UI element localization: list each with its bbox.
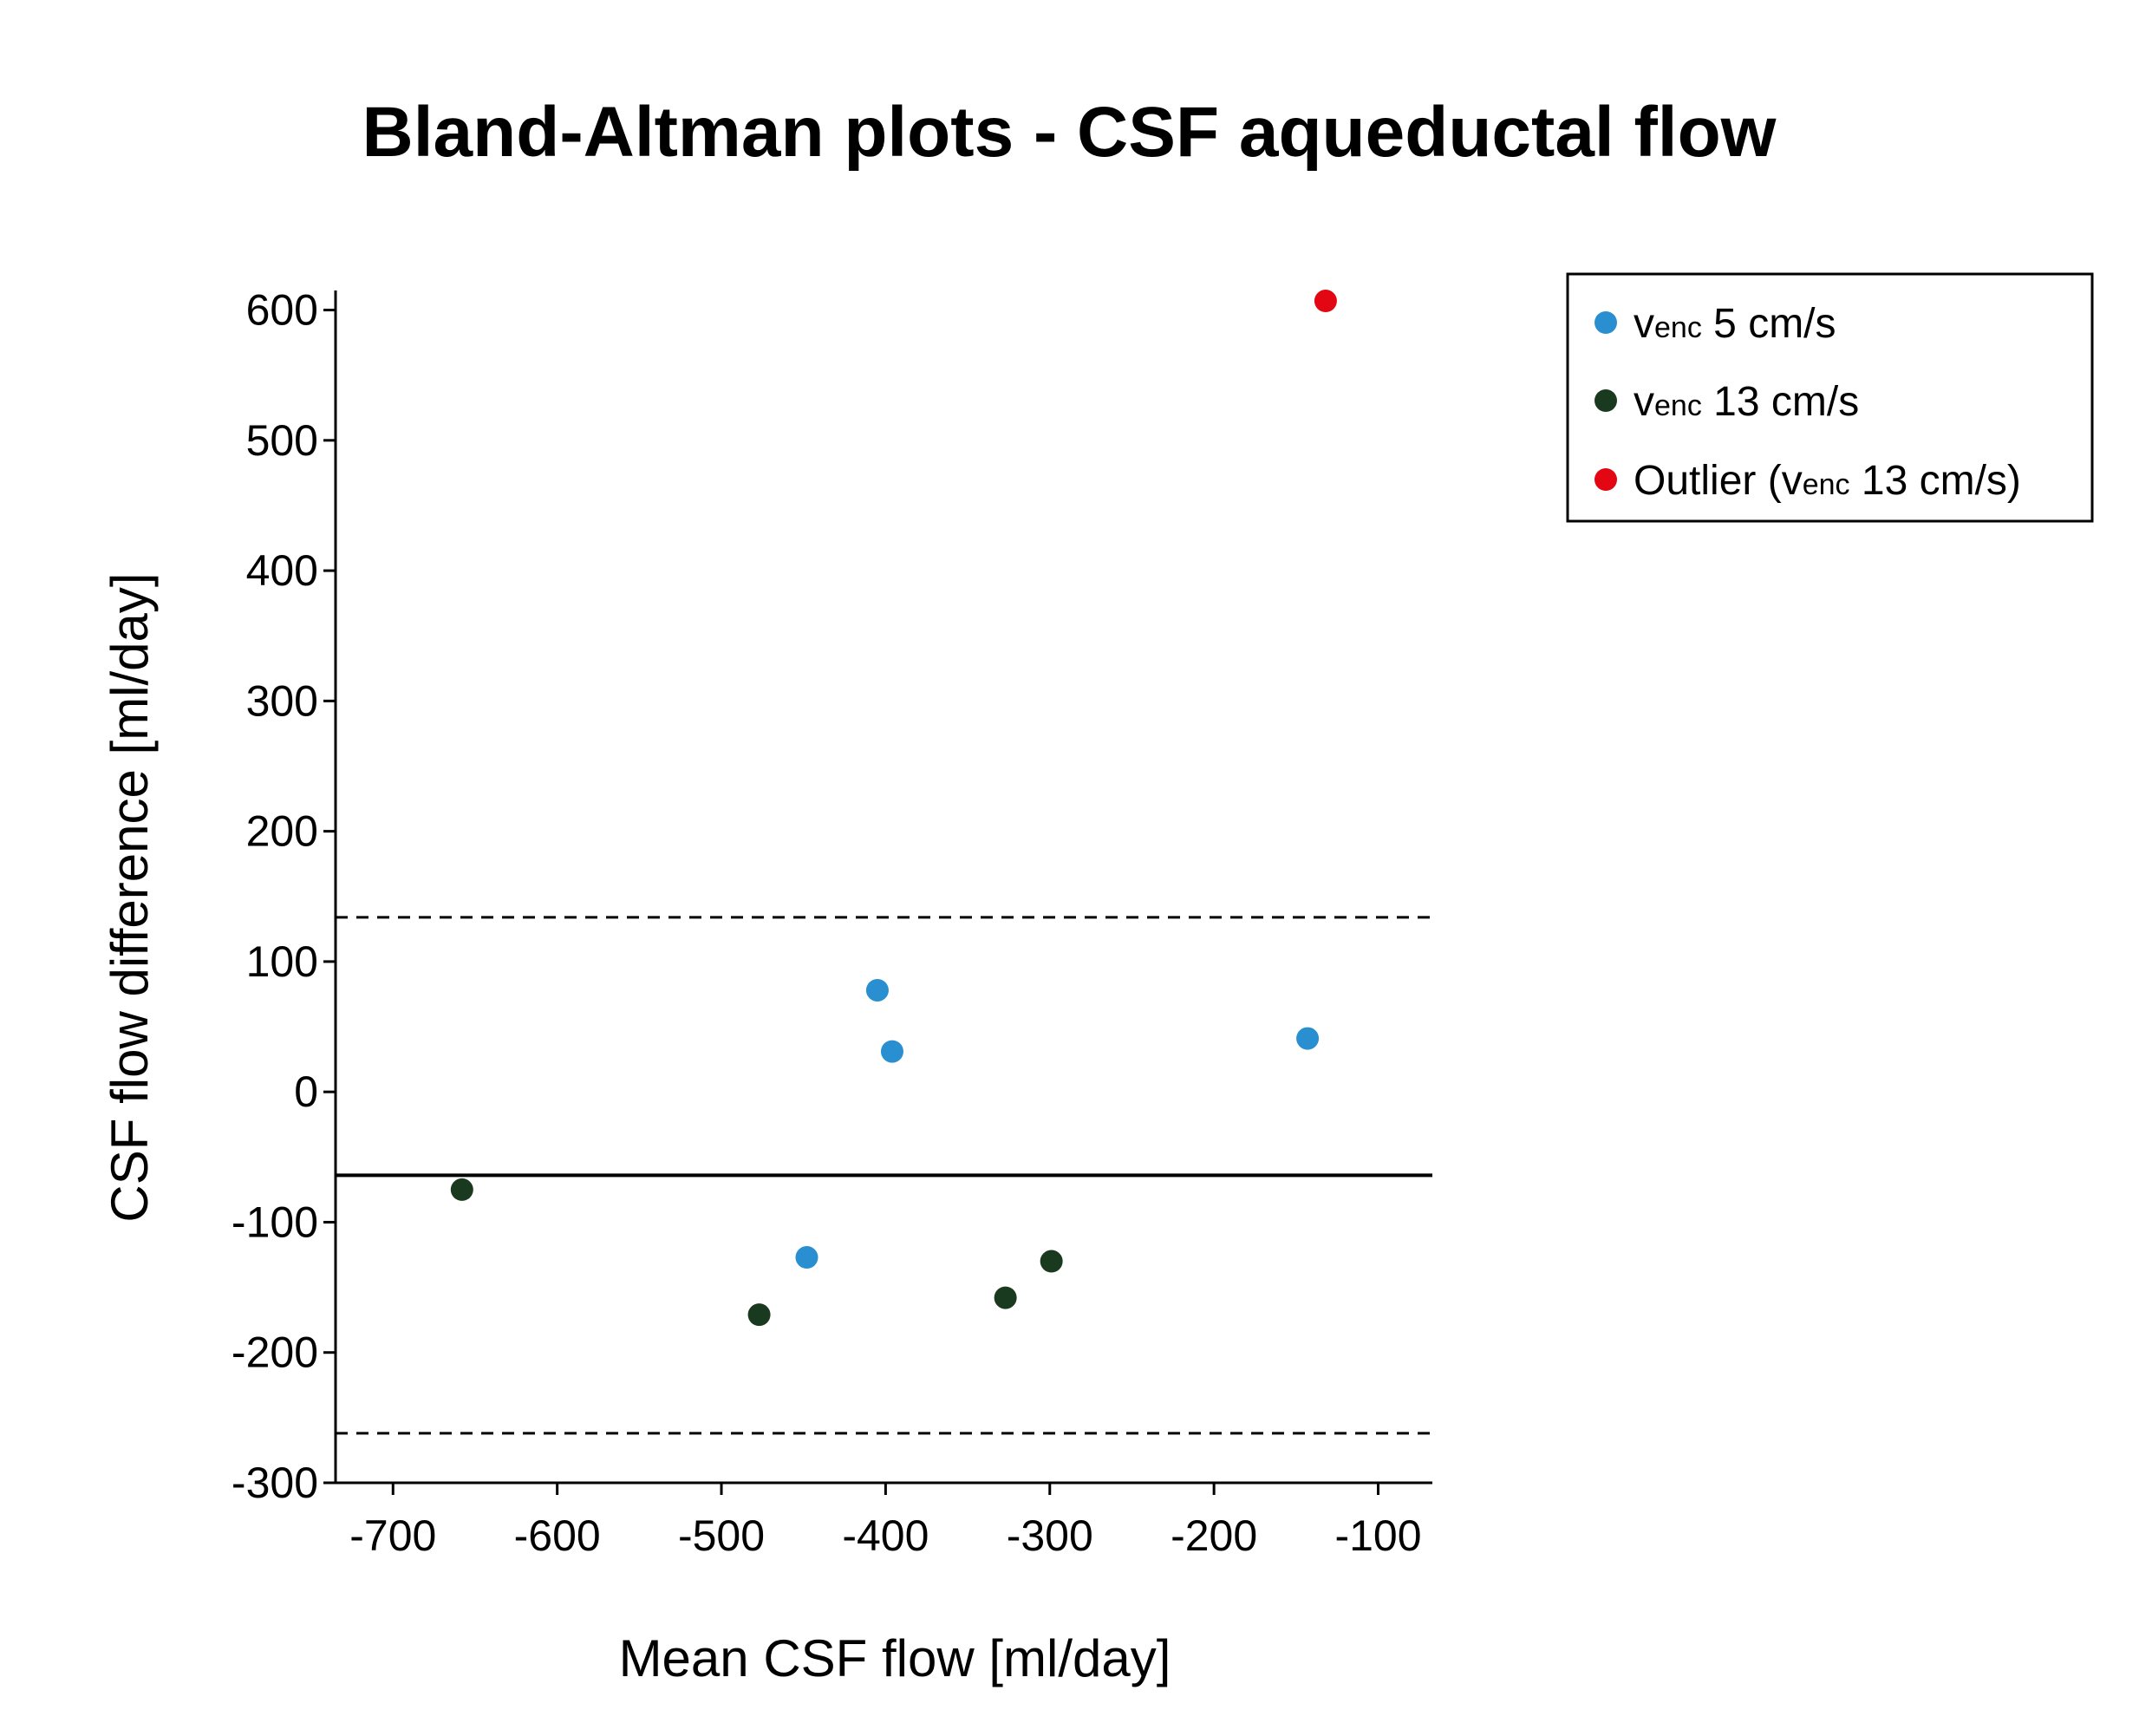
data-points <box>450 290 1337 1327</box>
legend-label: venc 13 cm/s <box>1634 379 1859 425</box>
data-point <box>994 1286 1017 1309</box>
legend-label: Outlier (venc 13 cm/s) <box>1634 458 2021 504</box>
chart-title: Bland-Altman plots - CSF aqueductal flow <box>362 93 1777 172</box>
data-point <box>1040 1250 1063 1273</box>
x-tick-label: -500 <box>678 1511 765 1560</box>
legend-box <box>1566 272 2094 523</box>
legend-marker <box>1594 468 1617 491</box>
x-tick-label: -200 <box>1171 1511 1257 1560</box>
data-point <box>1296 1027 1320 1050</box>
data-point <box>880 1040 903 1063</box>
y-tick-label: -300 <box>232 1459 318 1507</box>
legend: venc 5 cm/s venc 13 cm/s Outlier (venc 13 … <box>1566 272 2094 523</box>
y-tick-label: 600 <box>246 286 318 335</box>
x-tick-label: -400 <box>842 1511 929 1560</box>
x-axis-label: Mean CSF flow [ml/day] <box>619 1629 1171 1687</box>
y-tick-label: -200 <box>232 1328 318 1377</box>
y-tick-label: 300 <box>246 676 318 725</box>
x-axis-ticks: -700 -600 -500 -400 -300 -200 -100 <box>349 1483 1422 1560</box>
y-tick-label: 100 <box>246 937 318 986</box>
reference-lines <box>336 916 1432 1435</box>
y-tick-label: 400 <box>246 546 318 595</box>
x-tick-label: -300 <box>1007 1511 1093 1560</box>
data-point <box>450 1178 473 1201</box>
y-tick-label: 0 <box>294 1067 318 1116</box>
x-tick-label: -600 <box>514 1511 601 1560</box>
x-tick-label: -100 <box>1334 1511 1421 1560</box>
axes <box>334 290 1432 1485</box>
legend-label: venc 5 cm/s <box>1634 301 1836 347</box>
x-tick-label: -700 <box>349 1511 436 1560</box>
data-point <box>747 1303 771 1327</box>
y-axis-ticks: 600 500 400 300 200 100 0 -100 -200 -300 <box>232 286 336 1507</box>
y-axis-label: CSF flow difference [ml/day] <box>101 572 159 1222</box>
y-tick-label: -100 <box>232 1198 318 1246</box>
y-tick-label: 500 <box>246 416 318 465</box>
data-point <box>1314 290 1337 313</box>
legend-marker <box>1594 311 1617 334</box>
data-point <box>865 978 889 1002</box>
data-point <box>795 1246 818 1269</box>
legend-marker <box>1594 389 1617 412</box>
y-tick-label: 200 <box>246 807 318 856</box>
